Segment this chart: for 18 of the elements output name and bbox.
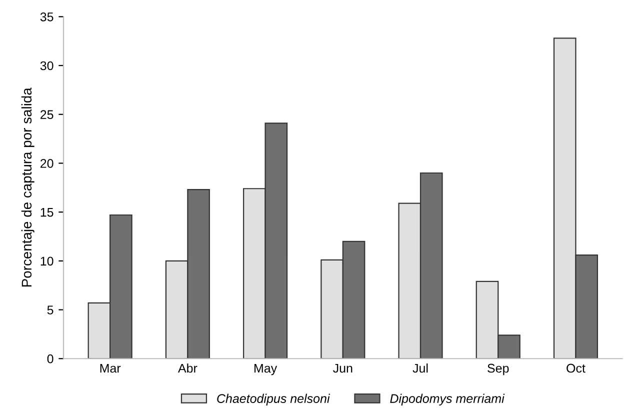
y-tick-label: 35	[40, 12, 54, 22]
x-tick-label: Abr	[178, 363, 198, 373]
y-tick-label: 0	[47, 354, 54, 364]
x-tick-label: Jun	[333, 364, 352, 373]
y-tick-label: 15	[40, 208, 54, 217]
x-tick-label: Oct	[566, 364, 586, 373]
x-tick-label: May	[254, 364, 278, 376]
y-axis-title: Porcentaje de captura por salida	[21, 88, 34, 286]
x-tick-label: Mar	[100, 364, 121, 373]
legend-label: Dipodomys merriami	[390, 394, 505, 406]
y-tick-label: 10	[40, 256, 54, 266]
y-tick-label: 30	[40, 61, 54, 70]
legend-label: Chaetodipus nelsoni	[217, 394, 330, 406]
y-tick-label: 20	[40, 159, 54, 168]
x-tick-label: Jul	[412, 363, 428, 373]
y-tick-label: 25	[40, 110, 54, 120]
y-tick-label: 5	[47, 306, 54, 314]
x-tick-label: Sep	[488, 364, 509, 376]
